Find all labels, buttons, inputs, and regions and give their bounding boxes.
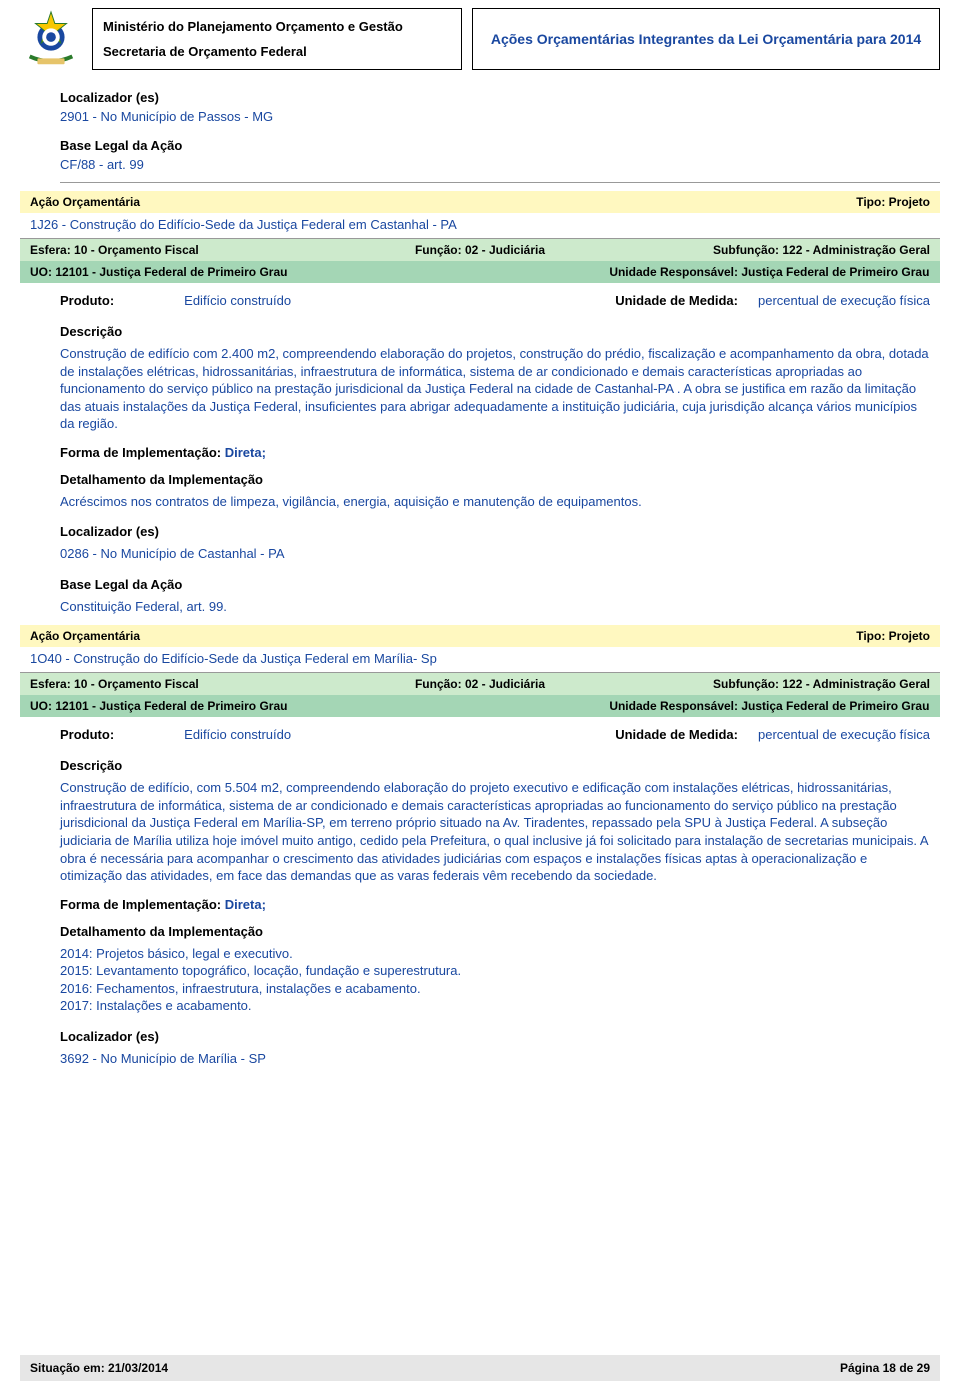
action2-produto-row: Produto: Edifício construído Unidade de … <box>20 717 940 746</box>
pre-section: Localizador (es) 2901 - No Município de … <box>60 90 920 172</box>
esfera-bar: Esfera: 10 - Orçamento Fiscal Função: 02… <box>20 673 940 695</box>
action2-det-line-1: 2015: Levantamento topográfico, locação,… <box>60 962 930 980</box>
secretariat-name: Secretaria de Orçamento Federal <box>103 44 451 59</box>
uo-label: UO: <box>30 265 52 279</box>
base-legal-value: CF/88 - art. 99 <box>60 157 920 172</box>
produto-value: Edifício construído <box>184 727 291 742</box>
action1-title: 1J26 - Construção do Edifício-Sede da Ju… <box>20 213 940 239</box>
localizador-label: Localizador (es) <box>60 524 930 539</box>
localizador-label: Localizador (es) <box>60 90 920 105</box>
page-footer: Situação em: 21/03/2014 Página 18 de 29 <box>20 1355 940 1381</box>
produto-label: Produto: <box>60 727 114 742</box>
action1-produto-row: Produto: Edifício construído Unidade de … <box>20 283 940 312</box>
detalhamento-label: Detalhamento da Implementação <box>60 924 930 939</box>
action2-forma-value: Direta; <box>225 897 266 912</box>
uo-bar: UO: 12101 - Justiça Federal de Primeiro … <box>20 695 940 717</box>
action1-base-legal-value: Constituição Federal, art. 99. <box>60 598 930 616</box>
acao-label: Ação Orçamentária <box>30 629 140 643</box>
forma-label: Forma de Implementação: <box>60 445 221 460</box>
action2-localizador-value: 3692 - No Município de Marília - SP <box>60 1050 930 1068</box>
subfuncao-value: 122 - Administração Geral <box>782 243 930 257</box>
header-left-box: Ministério do Planejamento Orçamento e G… <box>92 8 462 70</box>
situacao-label: Situação em: <box>30 1361 105 1375</box>
esfera-bar: Esfera: 10 - Orçamento Fiscal Função: 02… <box>20 239 940 261</box>
action-header-bar: Ação Orçamentária Tipo: Projeto <box>20 191 940 213</box>
page-number: Página 18 de 29 <box>840 1361 930 1375</box>
funcao-label: Função: <box>415 677 462 691</box>
uo-label: UO: <box>30 699 52 713</box>
situacao-date: 21/03/2014 <box>108 1361 168 1375</box>
header-right-box: Ações Orçamentárias Integrantes da Lei O… <box>472 8 940 70</box>
tipo-label: Tipo: Projeto <box>856 629 930 643</box>
unidade-medida-label: Unidade de Medida: <box>495 293 738 308</box>
unidade-resp-value: Justiça Federal de Primeiro Grau <box>741 699 929 713</box>
subfuncao-label: Subfunção: <box>713 243 779 257</box>
tipo-label: Tipo: Projeto <box>856 195 930 209</box>
action2-title: 1O40 - Construção do Edifício-Sede da Ju… <box>20 647 940 673</box>
ministry-name: Ministério do Planejamento Orçamento e G… <box>103 19 451 34</box>
esfera-label: Esfera: <box>30 243 71 257</box>
subfuncao-label: Subfunção: <box>713 677 779 691</box>
action1-block: Ação Orçamentária Tipo: Projeto 1J26 - C… <box>20 191 940 283</box>
page-header: Ministério do Planejamento Orçamento e G… <box>20 8 940 70</box>
funcao-value: 02 - Judiciária <box>465 243 545 257</box>
funcao-value: 02 - Judiciária <box>465 677 545 691</box>
unidade-resp-label: Unidade Responsável: <box>609 699 738 713</box>
unidade-resp-label: Unidade Responsável: <box>609 265 738 279</box>
action2-det-line-2: 2016: Fechamentos, infraestrutura, insta… <box>60 980 930 998</box>
action1-forma-value: Direta; <box>225 445 266 460</box>
action2-block: Ação Orçamentária Tipo: Projeto 1O40 - C… <box>20 625 940 717</box>
forma-label: Forma de Implementação: <box>60 897 221 912</box>
action2-det-line-0: 2014: Projetos básico, legal e executivo… <box>60 945 930 963</box>
uo-value: 12101 - Justiça Federal de Primeiro Grau <box>55 265 287 279</box>
action2-descricao-text: Construção de edifício, com 5.504 m2, co… <box>60 779 930 884</box>
unidade-medida-value: percentual de execução física <box>758 727 930 742</box>
base-legal-label: Base Legal da Ação <box>60 138 920 153</box>
action1-descricao-text: Construção de edifício com 2.400 m2, com… <box>60 345 930 433</box>
descricao-label: Descrição <box>60 758 930 773</box>
action-header-bar: Ação Orçamentária Tipo: Projeto <box>20 625 940 647</box>
action1-description: Descrição Construção de edifício com 2.4… <box>20 324 940 615</box>
uo-value: 12101 - Justiça Federal de Primeiro Grau <box>55 699 287 713</box>
esfera-value: 10 - Orçamento Fiscal <box>74 243 199 257</box>
localizador-label: Localizador (es) <box>60 1029 930 1044</box>
page-title: Ações Orçamentárias Integrantes da Lei O… <box>491 31 921 47</box>
separator <box>60 182 940 183</box>
uo-bar: UO: 12101 - Justiça Federal de Primeiro … <box>20 261 940 283</box>
funcao-label: Função: <box>415 243 462 257</box>
action2-det-line-3: 2017: Instalações e acabamento. <box>60 997 930 1015</box>
action2-description: Descrição Construção de edifício, com 5.… <box>20 758 940 1067</box>
brazil-coat-of-arms-icon <box>20 8 82 70</box>
localizador-value: 2901 - No Município de Passos - MG <box>60 109 920 124</box>
unidade-medida-label: Unidade de Medida: <box>495 727 738 742</box>
esfera-label: Esfera: <box>30 677 71 691</box>
detalhamento-label: Detalhamento da Implementação <box>60 472 930 487</box>
descricao-label: Descrição <box>60 324 930 339</box>
produto-value: Edifício construído <box>184 293 291 308</box>
unidade-medida-value: percentual de execução física <box>758 293 930 308</box>
base-legal-label: Base Legal da Ação <box>60 577 930 592</box>
action1-detalhamento-text: Acréscimos nos contratos de limpeza, vig… <box>60 493 930 511</box>
esfera-value: 10 - Orçamento Fiscal <box>74 677 199 691</box>
page: Ministério do Planejamento Orçamento e G… <box>0 0 960 1389</box>
acao-label: Ação Orçamentária <box>30 195 140 209</box>
unidade-resp-value: Justiça Federal de Primeiro Grau <box>741 265 929 279</box>
produto-label: Produto: <box>60 293 114 308</box>
action1-localizador-value: 0286 - No Município de Castanhal - PA <box>60 545 930 563</box>
subfuncao-value: 122 - Administração Geral <box>782 677 930 691</box>
